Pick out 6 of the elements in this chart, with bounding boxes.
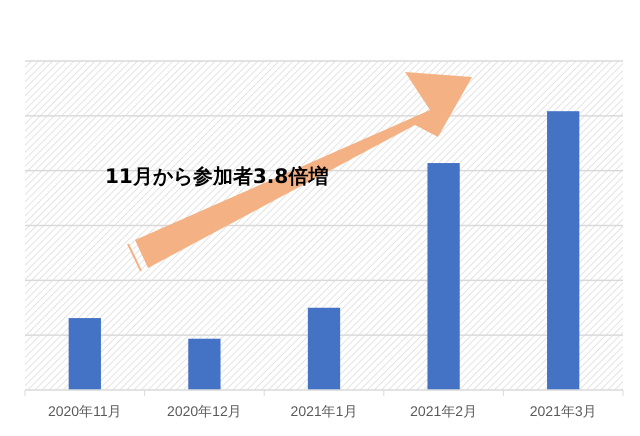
annotation: 11月から参加者3.8倍増	[105, 164, 328, 188]
x-tick-label: 2021年3月	[530, 403, 597, 419]
x-tick-label: 2021年2月	[410, 403, 478, 419]
x-tick-label: 2021年1月	[290, 403, 358, 419]
x-tick-label: 2020年11月	[48, 403, 122, 419]
x-tick-label: 2020年12月	[167, 403, 242, 419]
